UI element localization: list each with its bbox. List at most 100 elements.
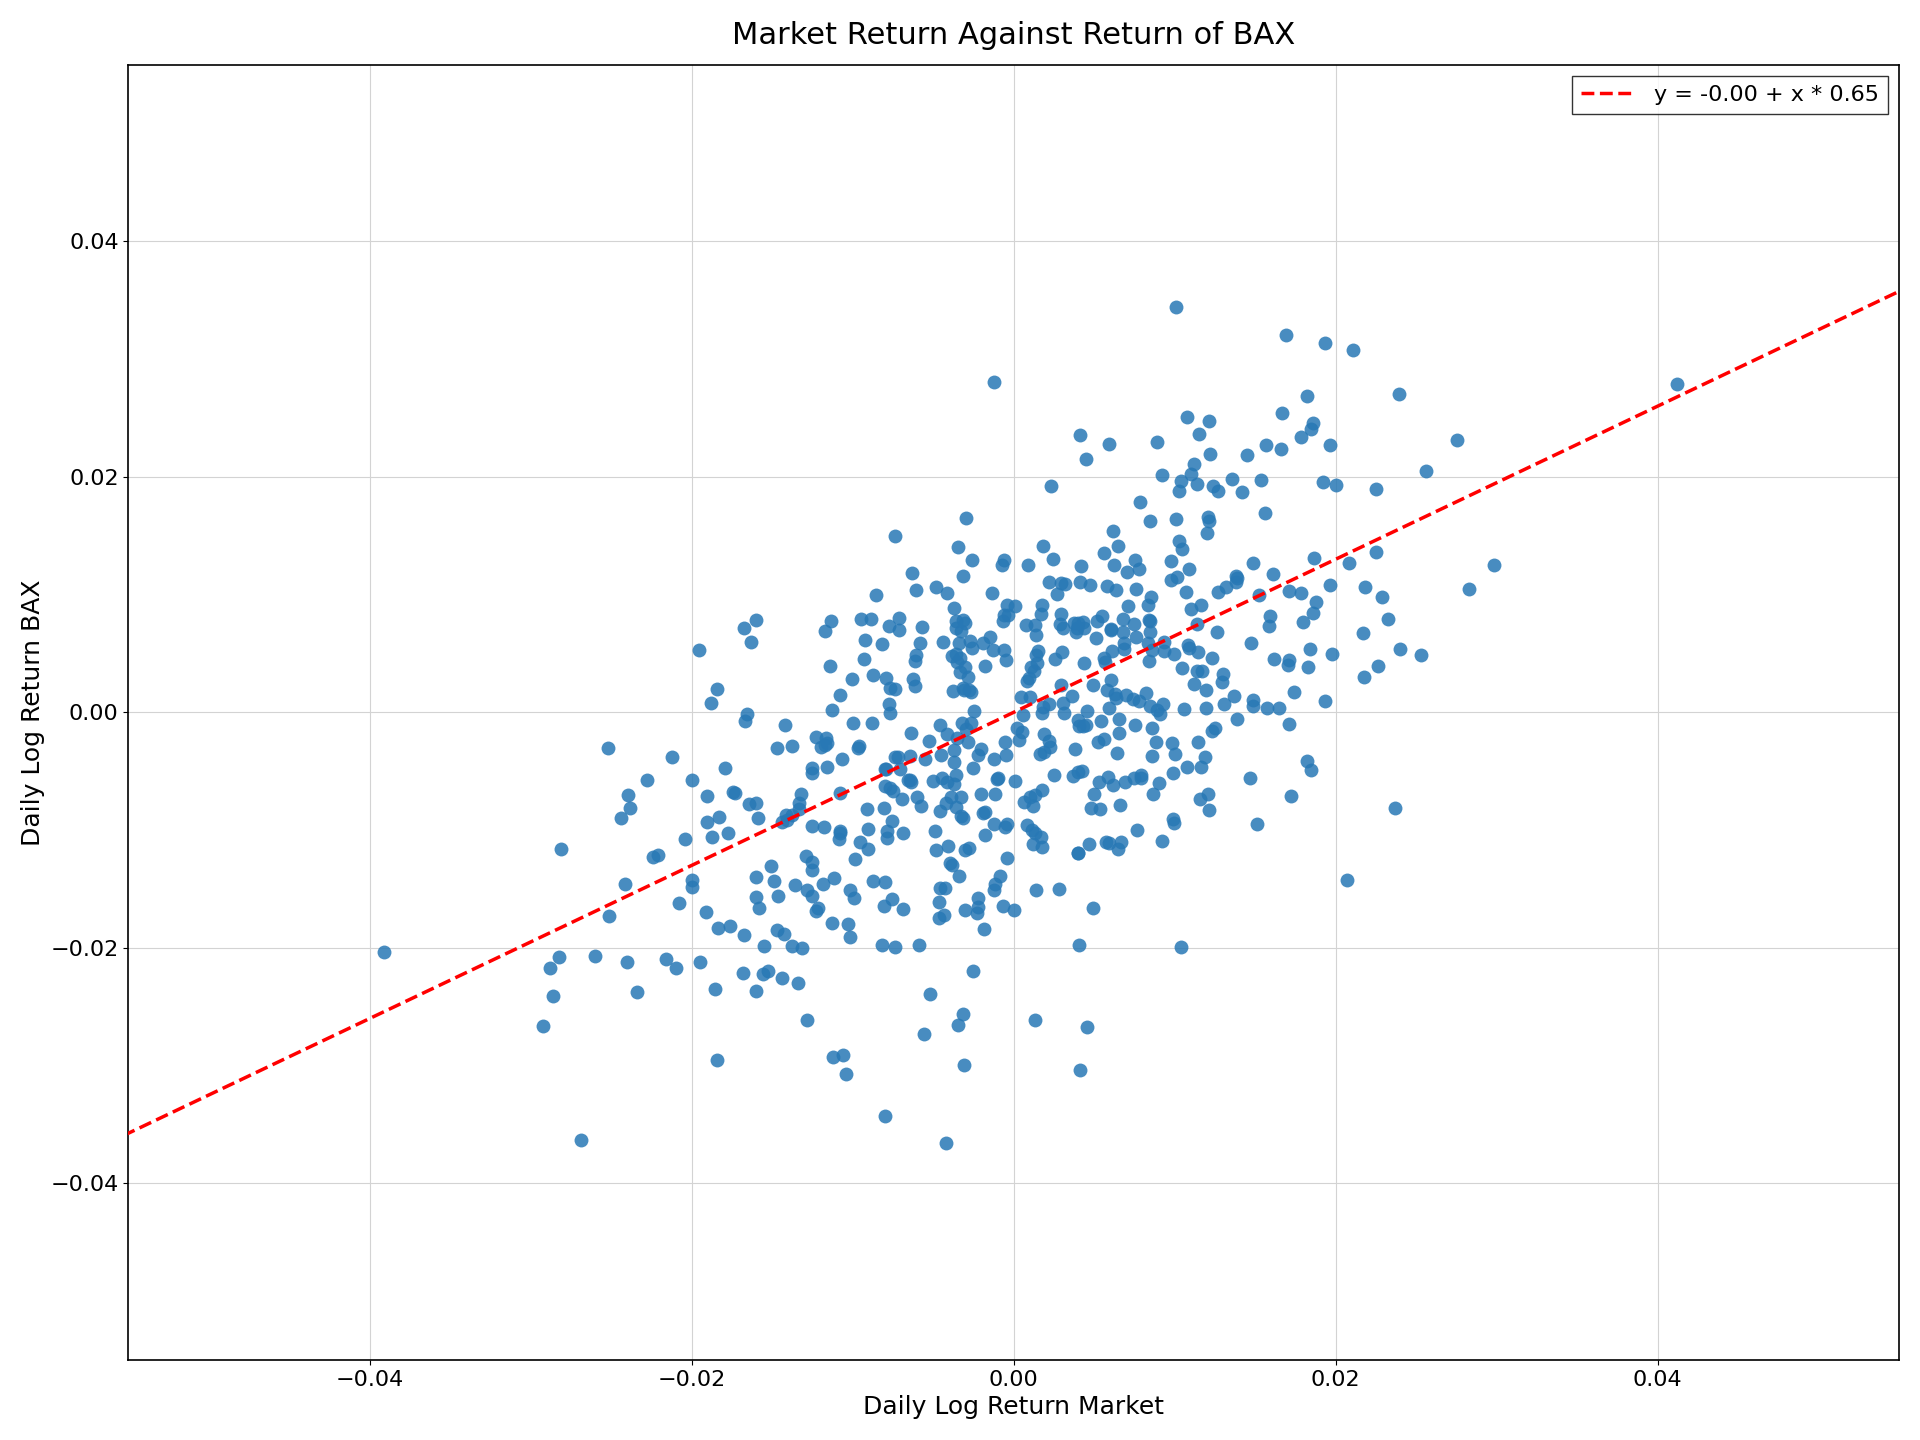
Point xyxy=(895,721,925,744)
Point xyxy=(1254,615,1284,638)
Point xyxy=(1064,708,1094,732)
Point xyxy=(947,711,977,734)
Point xyxy=(1000,769,1031,792)
Point xyxy=(1096,618,1127,641)
Point xyxy=(979,812,1010,835)
Point xyxy=(975,625,1006,648)
Point xyxy=(1137,638,1167,661)
Point xyxy=(1442,429,1473,452)
Point xyxy=(803,896,833,919)
Point xyxy=(910,747,941,770)
Point xyxy=(1384,638,1415,661)
Point xyxy=(776,804,806,827)
Point xyxy=(1181,612,1212,635)
Point xyxy=(931,1132,962,1155)
Point xyxy=(1133,593,1164,616)
Point xyxy=(1044,612,1075,635)
Point xyxy=(1064,933,1094,956)
Point xyxy=(1027,534,1058,557)
Point xyxy=(1227,481,1258,504)
Point xyxy=(931,723,962,746)
Point xyxy=(925,743,956,766)
Point xyxy=(947,609,977,632)
Point xyxy=(1217,468,1248,491)
Point xyxy=(939,596,970,619)
Point xyxy=(1361,541,1392,564)
Point xyxy=(900,675,931,698)
Point xyxy=(968,917,998,940)
Point xyxy=(1135,609,1165,632)
Point xyxy=(1117,612,1148,635)
Point xyxy=(1196,720,1227,743)
Point xyxy=(1187,756,1217,779)
Point xyxy=(1260,647,1290,670)
Point xyxy=(806,873,837,896)
Point xyxy=(950,655,981,678)
Point xyxy=(808,815,839,838)
Point xyxy=(622,981,653,1004)
Point xyxy=(797,884,828,907)
Point xyxy=(780,874,810,897)
Point xyxy=(1035,736,1066,759)
Point xyxy=(664,891,695,914)
Point xyxy=(1092,766,1123,789)
Point xyxy=(1056,684,1087,707)
Point xyxy=(778,734,808,757)
Point xyxy=(1221,566,1252,589)
Point xyxy=(954,629,985,652)
Point xyxy=(1140,730,1171,753)
Point xyxy=(1064,760,1094,783)
Point xyxy=(883,619,914,642)
Point xyxy=(908,1022,939,1045)
Point xyxy=(897,667,927,690)
Point xyxy=(954,678,985,701)
Point xyxy=(900,644,931,667)
Point xyxy=(1020,783,1050,806)
Point xyxy=(1062,616,1092,639)
Point xyxy=(1064,842,1094,865)
Point xyxy=(1020,822,1050,845)
Point xyxy=(1008,704,1039,727)
Point xyxy=(1039,547,1069,570)
Point xyxy=(1185,788,1215,811)
Point xyxy=(1146,829,1177,852)
Point xyxy=(906,795,937,818)
Point xyxy=(993,812,1023,835)
Point xyxy=(962,896,993,919)
Point xyxy=(1275,785,1306,808)
Point xyxy=(1102,534,1133,557)
Point xyxy=(816,698,847,721)
Y-axis label: Daily Log Return BAX: Daily Log Return BAX xyxy=(21,579,44,845)
Point xyxy=(1108,621,1139,644)
Point xyxy=(545,837,576,860)
Point xyxy=(1194,510,1225,533)
Point xyxy=(872,819,902,842)
Point xyxy=(835,878,866,901)
Point xyxy=(858,870,889,893)
Point xyxy=(614,796,645,819)
Point xyxy=(1202,621,1233,644)
Point xyxy=(849,628,879,651)
Point xyxy=(1194,798,1225,821)
Point xyxy=(924,907,954,930)
Point xyxy=(1334,552,1365,575)
Point xyxy=(801,726,831,749)
Point xyxy=(697,691,728,714)
Point xyxy=(1066,554,1096,577)
Point xyxy=(528,1014,559,1037)
Point xyxy=(866,933,897,956)
Point xyxy=(660,956,691,979)
Point xyxy=(1160,642,1190,665)
Point xyxy=(1179,672,1210,696)
Point xyxy=(1043,582,1073,605)
Point xyxy=(1309,331,1340,354)
Point xyxy=(1108,636,1139,660)
Point xyxy=(1363,654,1394,677)
Point xyxy=(810,726,841,749)
Point xyxy=(948,840,979,863)
Point xyxy=(860,585,891,608)
Point xyxy=(991,730,1021,753)
Point xyxy=(1175,598,1206,621)
Point xyxy=(1190,744,1221,768)
Point xyxy=(1348,621,1379,644)
